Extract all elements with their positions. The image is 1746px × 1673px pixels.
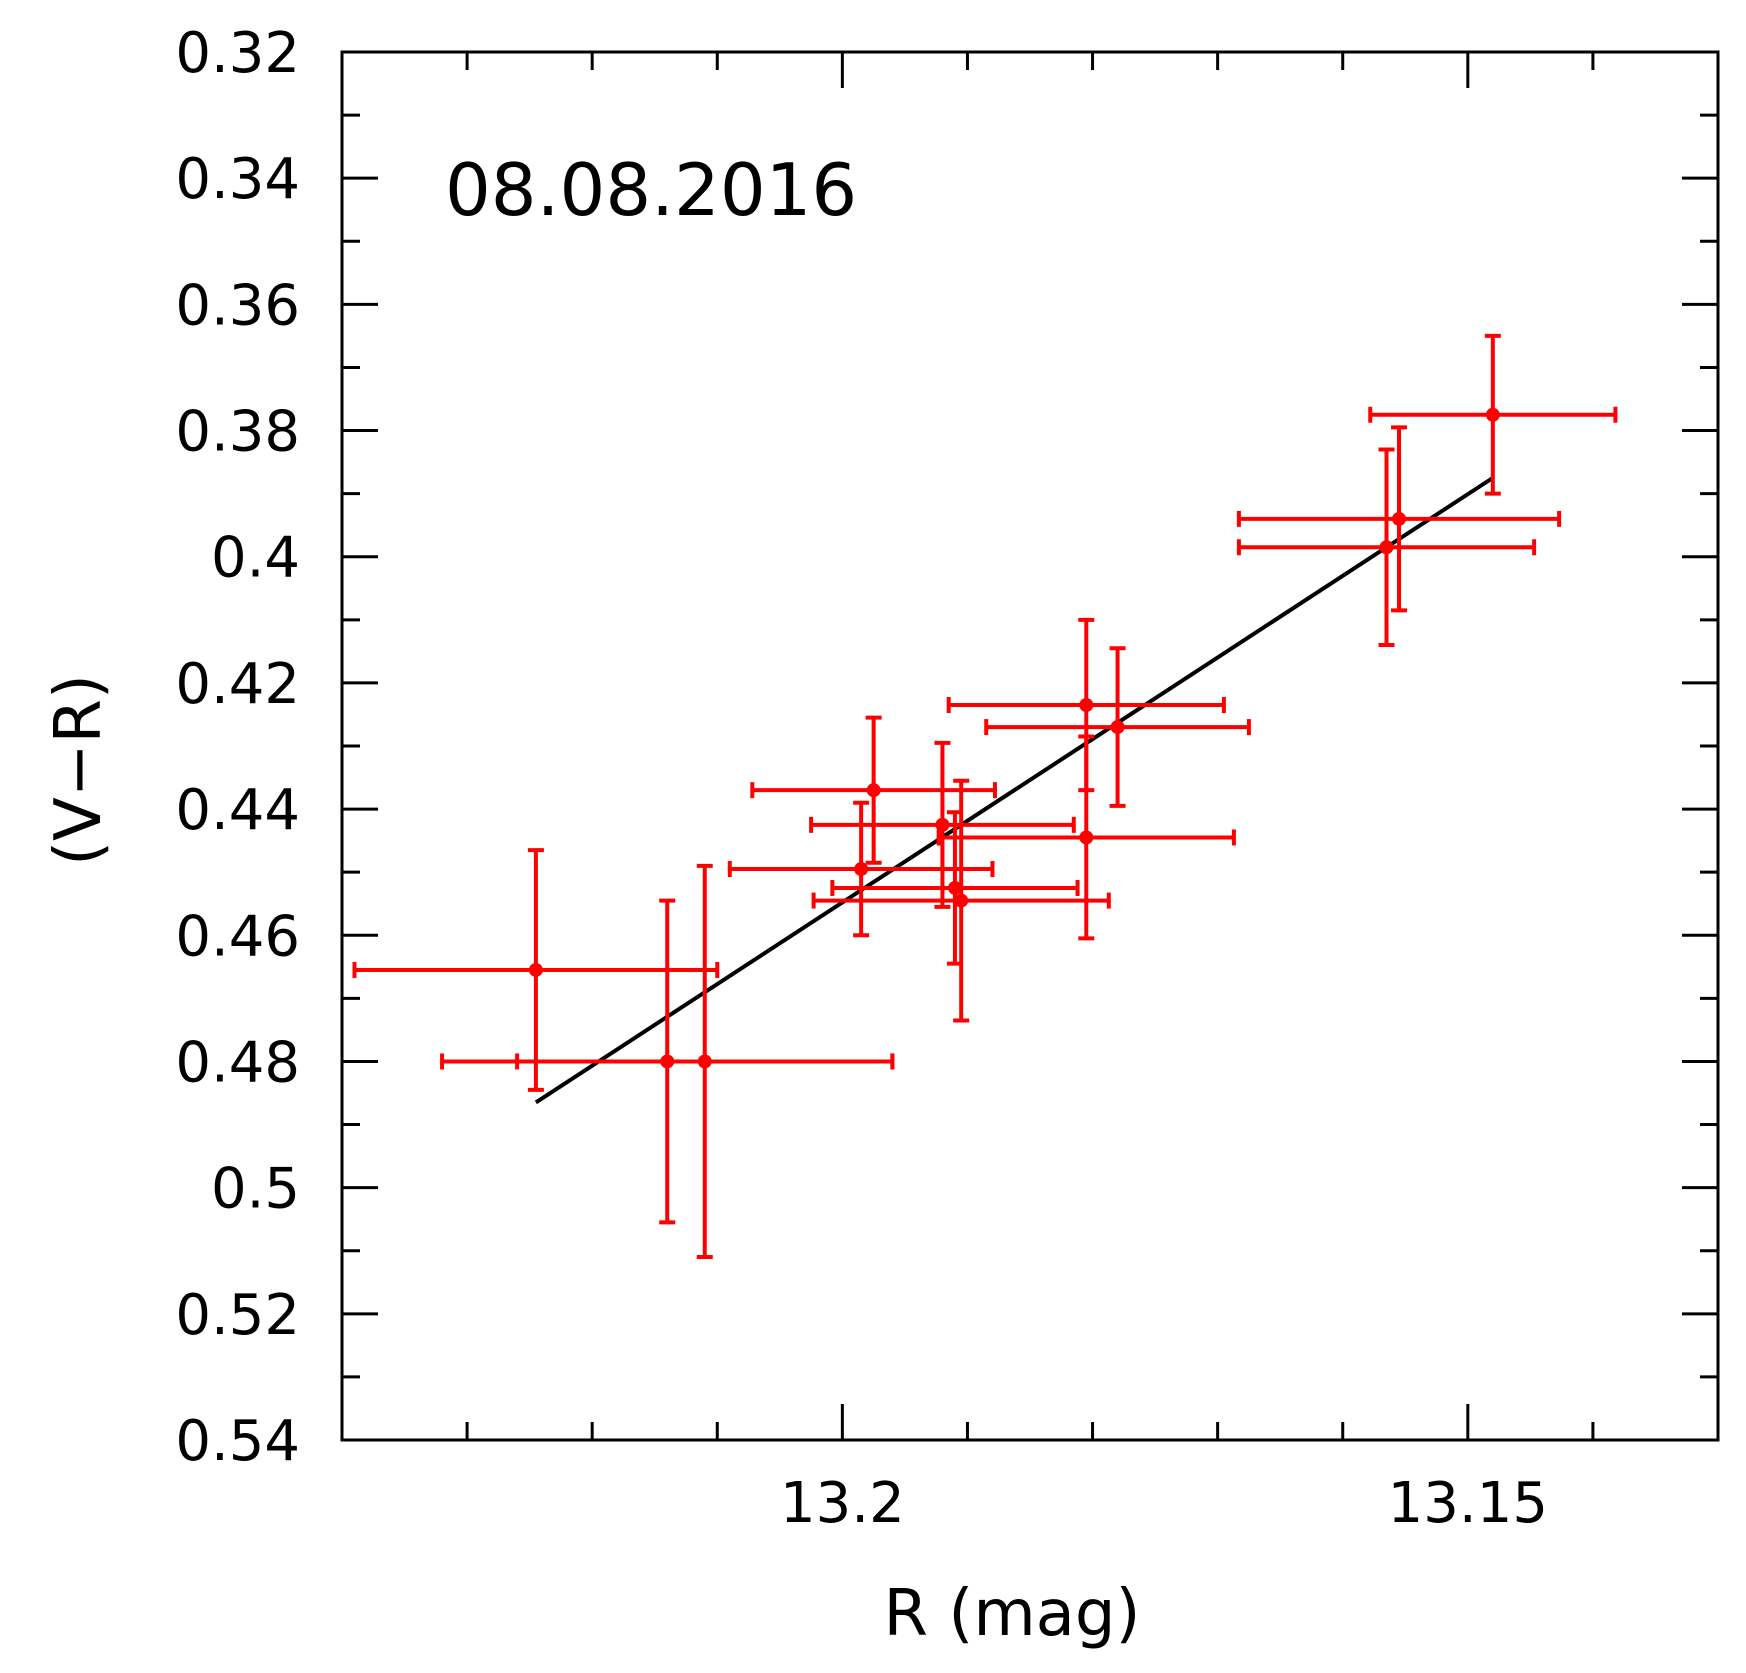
y-tick-label: 0.44 [175,778,300,843]
x-axis-title: R (mag) [884,1577,1141,1651]
chart-annotation: 08.08.2016 [445,148,857,232]
y-tick-label: 0.52 [175,1283,300,1348]
y-tick-label: 0.42 [175,652,300,717]
y-tick-label: 0.48 [175,1030,300,1095]
point-marker [935,817,950,832]
point-marker [1110,720,1125,735]
plot-frame [340,50,1720,1442]
data-point [830,810,1080,966]
data-point [1236,425,1562,613]
point-marker [866,783,881,798]
point-marker [1392,511,1407,526]
plot-border [340,50,1720,1442]
x-tick-label: 13.15 [1388,1471,1548,1536]
y-tick-label: 0.36 [175,273,300,338]
y-tick-label: 0.38 [175,400,300,465]
point-marker [1379,540,1394,555]
fit-line-group [534,476,1494,1105]
point-marker [854,862,869,877]
y-tick-label: 0.46 [175,904,300,969]
data-point [1368,333,1618,496]
data-point [352,848,720,1092]
point-marker [528,962,543,977]
y-axis-title: (V−R) [42,674,116,866]
point-marker [954,893,969,908]
data-point [750,715,997,865]
data-point [936,734,1236,941]
data-point [1236,447,1537,648]
y-tick-label: 0.5 [211,1157,300,1222]
data-point [515,863,895,1260]
y-tick-label: 0.34 [175,147,300,212]
point-marker [1079,830,1094,845]
y-tick-label: 0.4 [211,526,300,591]
x-tick-label: 13.2 [780,1471,905,1536]
x-axis-ticks: 13.2 13.15 [465,52,1595,1536]
y-tick-label: 0.54 [175,1409,300,1474]
data-point [811,778,1111,1023]
fit-line [534,476,1494,1105]
data-points [352,333,1618,1260]
y-axis-ticks: 0.32 0.34 0.36 0.38 0.4 0.42 0.44 0.46 0.48 0.5 0.… [175,21,1718,1474]
data-point [809,740,1076,909]
point-marker [1485,407,1500,422]
point-marker [697,1054,712,1069]
point-marker [1079,697,1094,712]
y-tick-label: 0.32 [175,21,300,86]
data-point [984,646,1251,808]
point-marker [947,880,962,895]
